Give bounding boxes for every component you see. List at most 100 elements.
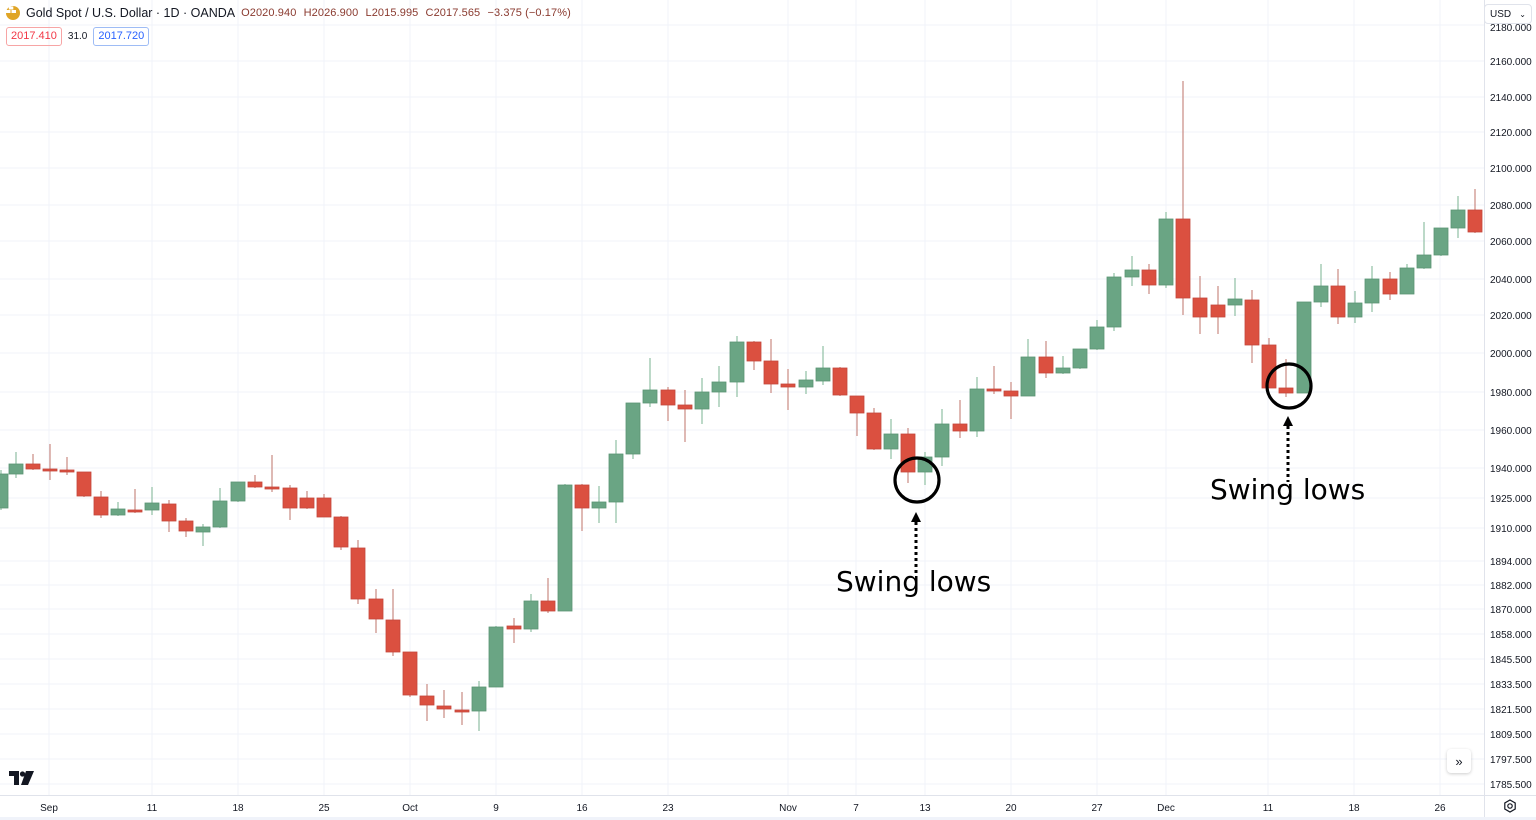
candle[interactable]	[883, 419, 899, 459]
candle[interactable]	[591, 486, 607, 523]
candle[interactable]	[25, 454, 41, 470]
swing-low-circle	[893, 456, 941, 504]
buy-button[interactable]: 2017.720	[93, 27, 150, 46]
candle[interactable]	[574, 484, 590, 531]
candle[interactable]	[1192, 276, 1208, 334]
change-value: −3.375 (−0.17%)	[487, 7, 571, 19]
candle[interactable]	[1399, 264, 1415, 295]
time-axis-label: 18	[1348, 803, 1360, 814]
scroll-to-realtime-button[interactable]: »	[1447, 749, 1471, 773]
price-axis-label: 1870.000	[1490, 605, 1532, 616]
candle[interactable]	[1089, 320, 1105, 350]
candle[interactable]	[1313, 264, 1329, 307]
candle[interactable]	[42, 444, 58, 480]
candle[interactable]	[1106, 273, 1122, 331]
candle[interactable]	[523, 594, 539, 632]
candle[interactable]	[350, 540, 366, 604]
candle[interactable]	[1227, 278, 1243, 316]
candle[interactable]	[247, 475, 263, 488]
candle[interactable]	[471, 681, 487, 731]
candle[interactable]	[402, 651, 418, 697]
candle[interactable]	[1020, 339, 1036, 397]
candle[interactable]	[900, 428, 916, 483]
candle[interactable]	[608, 440, 624, 523]
price-axis-label: 1960.000	[1490, 426, 1532, 437]
candle[interactable]	[419, 684, 435, 721]
candle[interactable]	[1072, 348, 1088, 369]
candle[interactable]	[144, 487, 160, 515]
candle[interactable]	[110, 502, 126, 516]
candle[interactable]	[385, 589, 401, 656]
candle[interactable]	[986, 366, 1002, 394]
candle[interactable]	[815, 346, 831, 385]
candle[interactable]	[282, 485, 298, 520]
candle[interactable]	[832, 367, 848, 396]
candle[interactable]	[969, 377, 985, 437]
candle[interactable]	[1416, 222, 1432, 269]
price-axis-label: 1980.000	[1490, 388, 1532, 399]
candle[interactable]	[1450, 196, 1466, 238]
sell-button[interactable]: 2017.410	[6, 27, 62, 46]
candle[interactable]	[195, 524, 211, 546]
candle[interactable]	[1347, 291, 1363, 323]
candle[interactable]	[694, 378, 710, 424]
candle[interactable]	[127, 489, 143, 513]
candle[interactable]	[1382, 272, 1398, 300]
candle[interactable]	[178, 518, 194, 537]
price-axis-label: 1910.000	[1490, 524, 1532, 535]
candle[interactable]	[746, 341, 762, 370]
candle[interactable]	[436, 690, 452, 718]
candle[interactable]	[230, 481, 246, 502]
candle[interactable]	[1055, 356, 1071, 374]
candle[interactable]	[557, 484, 573, 612]
candle[interactable]	[1175, 81, 1191, 315]
symbol-title[interactable]: Gold Spot / U.S. Dollar · 1D · OANDA	[26, 6, 236, 20]
candle[interactable]	[8, 452, 24, 478]
swing-lows-label: Swing lows	[1210, 473, 1366, 506]
candle[interactable]	[952, 400, 968, 438]
candle[interactable]	[1433, 227, 1449, 256]
candle[interactable]	[0, 470, 9, 510]
candle[interactable]	[1244, 290, 1260, 363]
candle[interactable]	[161, 500, 177, 532]
candle[interactable]	[1330, 269, 1346, 324]
candle[interactable]	[76, 471, 92, 497]
currency-selector[interactable]: USD ⌄	[1484, 4, 1532, 24]
candle[interactable]	[763, 339, 779, 393]
candle[interactable]	[212, 488, 228, 528]
candle[interactable]	[59, 457, 75, 475]
candle[interactable]	[711, 366, 727, 407]
candle[interactable]	[316, 494, 332, 518]
candle[interactable]	[1003, 382, 1019, 419]
candle[interactable]	[642, 358, 658, 407]
time-axis-label: Oct	[402, 803, 418, 814]
candle[interactable]	[729, 336, 745, 397]
candle[interactable]	[1210, 286, 1226, 334]
candle[interactable]	[1141, 264, 1157, 294]
candle[interactable]	[93, 491, 109, 518]
candle[interactable]	[780, 369, 796, 410]
candle[interactable]	[1296, 301, 1312, 394]
candle[interactable]	[488, 626, 504, 688]
candle[interactable]	[333, 516, 349, 550]
candle[interactable]	[1467, 189, 1483, 233]
candle[interactable]	[540, 578, 556, 613]
candle[interactable]	[866, 408, 882, 450]
candle[interactable]	[934, 409, 950, 466]
candle[interactable]	[299, 491, 315, 509]
candle[interactable]	[1158, 212, 1174, 288]
candle[interactable]	[506, 618, 522, 643]
candle[interactable]	[677, 390, 693, 442]
candle[interactable]	[660, 387, 676, 421]
candle[interactable]	[1124, 256, 1140, 286]
candle[interactable]	[625, 402, 641, 459]
candle[interactable]	[798, 371, 814, 394]
candle[interactable]	[1364, 266, 1380, 312]
candle[interactable]	[849, 395, 865, 436]
candle[interactable]	[454, 692, 470, 725]
candle[interactable]	[264, 455, 280, 492]
candle[interactable]	[368, 589, 384, 633]
candle[interactable]	[1038, 341, 1054, 378]
